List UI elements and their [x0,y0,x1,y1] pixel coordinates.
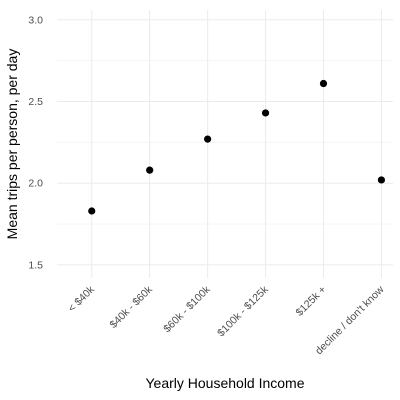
y-axis-title: Mean trips per person, per day [4,49,20,240]
data-points [88,79,386,215]
y-tick-label: 2.5 [28,96,43,108]
data-point [204,135,212,143]
y-tick-label: 1.5 [28,259,43,271]
data-point [377,176,386,184]
x-tick-label: $100k - $125k [215,283,271,339]
y-tick-label: 2.0 [28,178,43,190]
data-point [319,79,328,88]
y-tick-label: 3.0 [28,14,43,26]
x-axis-ticks: < $40k $40k - $60k $60k - $100k $100k - $12… [66,283,387,357]
x-tick-label: $40k - $60k [108,283,156,331]
x-tick-label: < $40k [66,283,98,315]
data-point [88,207,96,215]
y-axis-ticks: 1.5 2.0 2.5 3.0 [28,14,43,271]
x-axis-title: Yearly Household Income [145,375,304,391]
data-point [261,109,270,117]
data-point [146,166,154,174]
x-tick-label: $125k + [293,284,328,319]
gridlines [57,10,393,278]
x-tick-label: $60k - $100k [161,283,213,335]
